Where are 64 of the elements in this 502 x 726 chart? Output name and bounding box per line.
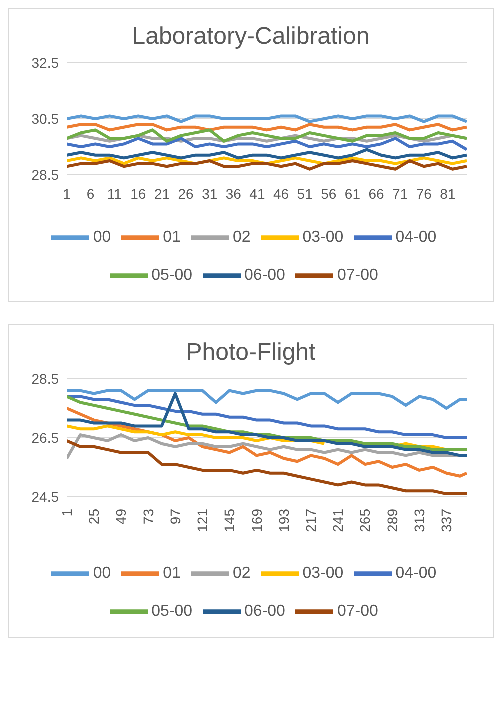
x-tick-label: 217 [303, 508, 320, 532]
legend-label: 02 [232, 229, 251, 246]
x-tick-label: 1 [63, 186, 72, 202]
legend-label: 06-00 [244, 603, 286, 620]
x-tick-label: 61 [344, 186, 361, 202]
x-tick-label: 169 [248, 508, 265, 532]
x-tick-label: 241 [330, 508, 346, 532]
x-tick-label: 121 [194, 508, 211, 532]
legend-label: 01 [163, 565, 181, 582]
legend-label: 07-00 [337, 267, 378, 284]
legend-label: 03-00 [302, 229, 344, 246]
y-tick-label: 30.5 [32, 110, 60, 127]
x-tick-label: 51 [297, 186, 314, 202]
y-tick-label: 28.5 [32, 370, 60, 387]
legend-label: 00 [93, 565, 112, 582]
x-tick-label: 25 [86, 508, 102, 525]
x-tick-label: 31 [202, 186, 218, 202]
x-tick-label: 21 [154, 186, 170, 202]
legend-label: 03-00 [302, 565, 344, 582]
legend-label: 04-00 [396, 565, 437, 582]
line-series [67, 395, 467, 440]
legend-label: 05-00 [152, 603, 193, 620]
x-tick-label: 73 [140, 508, 156, 525]
legend-label: 02 [232, 565, 251, 582]
legend-label: 04-00 [396, 229, 437, 246]
line-series [67, 128, 467, 143]
legend-label: 07-00 [337, 603, 378, 620]
x-tick-label: 1 [58, 508, 75, 517]
x-tick-label: 313 [411, 508, 428, 532]
line-series [67, 439, 467, 496]
line-series [67, 407, 467, 478]
legend-label: 01 [163, 229, 181, 246]
x-tick-label: 76 [416, 186, 432, 202]
y-tick-label: 26.5 [32, 430, 60, 446]
y-tick-label: 28.5 [32, 166, 60, 183]
legend-label: 05-00 [152, 267, 193, 284]
x-tick-label: 26 [178, 186, 194, 202]
y-tick-label: 24.5 [32, 488, 60, 505]
x-tick-label: 11 [107, 186, 122, 202]
x-tick-label: 71 [392, 186, 408, 202]
x-tick-label: 49 [113, 508, 130, 525]
x-tick-label: 6 [86, 186, 95, 202]
x-tick-label: 97 [167, 508, 184, 525]
y-tick-label: 32.5 [32, 54, 60, 71]
x-tick-label: 56 [321, 186, 337, 202]
x-tick-label: 265 [357, 508, 374, 532]
x-tick-label: 289 [384, 508, 400, 532]
x-tick-label: 193 [276, 508, 292, 532]
x-tick-label: 36 [226, 186, 242, 202]
x-tick-label: 337 [438, 508, 455, 532]
x-tick-label: 41 [250, 186, 266, 202]
line-series [67, 389, 467, 410]
chart-title: Laboratory-Calibration [131, 22, 371, 51]
legend-label: 00 [93, 229, 112, 246]
line-series [67, 148, 467, 160]
x-tick-label: 145 [222, 508, 238, 532]
chart-title: Photo-Flight [185, 338, 317, 367]
legend-label: 06-00 [244, 267, 286, 284]
x-tick-label: 16 [130, 186, 146, 202]
line-series [67, 160, 467, 171]
x-tick-label: 81 [440, 186, 456, 202]
x-tick-label: 46 [273, 186, 290, 202]
line-series [67, 137, 467, 152]
x-tick-label: 66 [368, 186, 385, 202]
